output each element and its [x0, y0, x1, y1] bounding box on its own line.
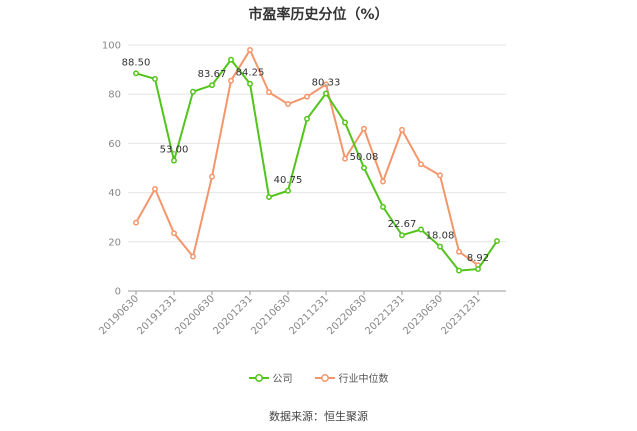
data-point [190, 253, 196, 260]
data-label: 8.92 [467, 253, 489, 264]
data-point [418, 161, 424, 168]
data-point [475, 266, 481, 273]
x-tick-label: 20190630 [97, 293, 141, 337]
legend-item-company[interactable]: 公司 [248, 370, 293, 385]
y-tick-label: 60 [108, 139, 121, 150]
y-tick-label: 100 [102, 41, 121, 52]
series-line [135, 58, 498, 272]
legend-company-marker-icon [248, 373, 269, 382]
data-label: 50.08 [350, 152, 379, 163]
data-point [304, 115, 310, 122]
x-axis: 2019063020191231202006302020123120210630… [97, 290, 506, 337]
data-label: 40.75 [274, 175, 303, 186]
data-point [285, 187, 291, 194]
data-label: 83.67 [198, 69, 227, 80]
data-point [361, 125, 367, 132]
chart-title: 市盈率历史分位（%） [248, 7, 389, 23]
legend-industry-marker-icon [314, 373, 335, 382]
data-point [494, 238, 500, 245]
data-point [285, 101, 291, 107]
data-point [456, 248, 462, 255]
data-point [152, 75, 158, 82]
data-point [247, 46, 253, 53]
data-point [342, 155, 348, 162]
data-source: 数据来源：恒生聚源 [269, 410, 368, 423]
data-point [209, 82, 215, 89]
data-point [266, 194, 272, 200]
data-label: 18.08 [426, 231, 455, 242]
data-point [171, 157, 177, 164]
data-point [342, 119, 348, 126]
data-label: 53.00 [160, 145, 189, 156]
y-tick-label: 0 [115, 287, 121, 298]
data-point [247, 80, 253, 87]
data-point [323, 90, 329, 97]
x-tick-label: 20191231 [135, 293, 179, 337]
y-tick-label: 80 [108, 90, 121, 101]
y-tick-label: 20 [108, 237, 121, 248]
legend-label-company: 公司 [272, 374, 293, 385]
x-tick-label: 20201231 [211, 293, 255, 337]
data-point [152, 185, 158, 192]
series-1 [133, 46, 481, 269]
series-0 [133, 56, 500, 274]
x-tick-label: 20210630 [249, 293, 293, 337]
data-point [209, 173, 215, 180]
data-point [190, 88, 196, 95]
data-label: 80.33 [312, 77, 341, 88]
data-label: 22.67 [388, 219, 417, 230]
data-point [228, 77, 234, 84]
data-point [133, 219, 139, 226]
data-point [323, 81, 329, 88]
data-point [456, 267, 462, 274]
data-point [437, 172, 443, 179]
data-point [399, 126, 405, 133]
data-point [437, 243, 443, 250]
data-point [266, 89, 272, 96]
data-point [361, 164, 367, 171]
data-labels: 88.50 53.00 83.67 84.25 40.75 80.33 50.08 22.67… [122, 57, 489, 264]
x-tick-label: 20211231 [287, 293, 331, 337]
legend: 公司 行业中位数 [0, 370, 637, 385]
x-tick-label: 20200630 [173, 293, 217, 337]
gridlines [128, 44, 506, 243]
y-tick-label: 40 [108, 188, 121, 199]
series-layer [133, 46, 500, 274]
data-point [380, 203, 386, 210]
x-tick-label: 20221231 [363, 293, 407, 337]
data-point [418, 226, 424, 233]
y-axis: 0 20 40 60 80 100 [102, 41, 121, 298]
data-point [171, 230, 177, 237]
x-tick-label: 20220630 [325, 293, 369, 337]
legend-item-industry-median[interactable]: 行业中位数 [314, 370, 389, 385]
legend-label-industry-median: 行业中位数 [338, 374, 389, 385]
data-point [399, 232, 405, 239]
data-point [133, 70, 139, 77]
x-tick-label: 20231231 [439, 293, 483, 337]
data-label: 84.25 [236, 68, 265, 79]
data-label: 88.50 [122, 57, 151, 68]
data-point [380, 178, 386, 185]
data-point [304, 93, 310, 100]
data-point [228, 56, 234, 63]
x-tick-label: 20230630 [401, 293, 445, 337]
